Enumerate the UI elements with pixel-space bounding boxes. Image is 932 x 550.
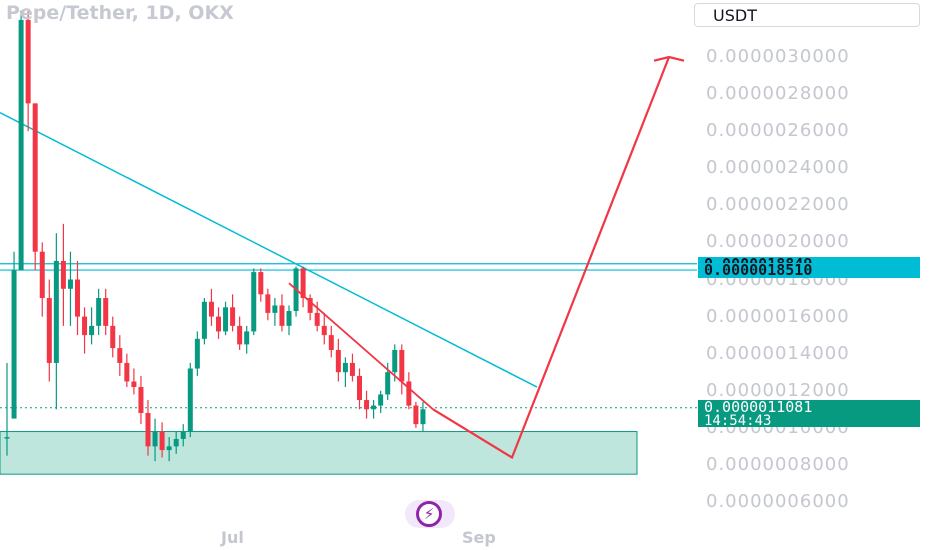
candle-body <box>82 316 88 336</box>
candle-body <box>25 19 31 104</box>
candle-body <box>145 413 151 447</box>
candle-body <box>335 349 341 373</box>
current-price-tag: 0.0000011081 14:54:43 <box>698 398 920 429</box>
candle-body <box>39 251 45 299</box>
candle-body <box>11 270 17 419</box>
candle-body <box>342 362 348 373</box>
candle-body <box>180 431 186 439</box>
chart-title: Pepe/Tether, 1D, OKX <box>6 2 234 24</box>
x-tick-label: Sep <box>462 528 496 547</box>
candle-body <box>201 301 207 339</box>
candle-body <box>349 362 355 376</box>
candle-body <box>237 325 243 345</box>
candle-body <box>272 305 278 313</box>
candle-body <box>96 298 102 326</box>
candle-body <box>110 325 116 349</box>
current-price-value: 0.0000011081 <box>704 398 813 416</box>
candle-body <box>321 325 327 336</box>
y-tick-label: 0.0000016000 <box>706 305 850 327</box>
candle-body <box>60 260 66 289</box>
y-tick-label: 0.0000026000 <box>706 120 850 142</box>
y-tick-label: 0.0000006000 <box>706 491 850 512</box>
candle-body <box>67 279 73 289</box>
candle-body <box>208 301 214 317</box>
y-tick-label: 0.0000030000 <box>706 46 850 67</box>
candle-body <box>152 431 158 447</box>
candle-body <box>117 348 123 363</box>
candle-body <box>216 316 221 332</box>
candle-body <box>357 375 362 401</box>
candle-body <box>364 400 370 410</box>
candle-body <box>103 298 109 326</box>
candle-body <box>32 103 38 252</box>
candle-body <box>173 438 179 447</box>
candle-body <box>279 305 285 326</box>
candle-body <box>75 279 80 317</box>
candle-body <box>258 272 264 295</box>
candle-body <box>138 387 144 413</box>
candle-body <box>89 325 95 336</box>
lightning-icon: ⚡ <box>416 501 442 527</box>
candle-body <box>223 307 229 332</box>
y-tick-label: 0.0000020000 <box>706 231 850 253</box>
candle-body <box>4 437 10 439</box>
candle-body <box>328 335 334 350</box>
currency-selector[interactable]: USDT <box>694 3 920 27</box>
candle-body <box>399 349 405 382</box>
y-tick-label: 0.0000008000 <box>706 453 850 475</box>
projection-arrow <box>432 56 671 460</box>
candle-body <box>18 19 24 271</box>
candle-body <box>307 298 313 313</box>
descending-trendline <box>0 111 538 388</box>
y-tick-label: 0.0000028000 <box>706 83 850 105</box>
candle-body <box>187 368 193 432</box>
candle-body <box>166 446 172 451</box>
candle-body <box>124 362 130 382</box>
candle-body <box>385 372 391 395</box>
candle-body <box>286 311 292 326</box>
x-tick-label: Jul <box>221 528 244 547</box>
level-label-lower: 0.0000018510 <box>698 263 920 279</box>
y-tick-label: 0.0000022000 <box>706 194 850 216</box>
arrow-head <box>653 55 685 62</box>
candle-body <box>314 312 320 326</box>
candle-body <box>131 381 137 388</box>
y-tick-label: 0.0000024000 <box>706 157 850 179</box>
y-tick-label: 0.0000012000 <box>706 379 850 401</box>
candle-body <box>413 405 419 425</box>
support-zone <box>0 431 638 475</box>
candle-body <box>392 349 398 373</box>
replay-button[interactable]: ⚡ <box>405 500 455 528</box>
candle-body <box>194 338 200 369</box>
candle-body <box>265 294 271 313</box>
candle-body <box>53 260 59 363</box>
candle-body <box>251 272 257 332</box>
currency-label: USDT <box>713 6 757 25</box>
y-tick-label: 0.0000014000 <box>706 342 850 364</box>
candle-body <box>230 307 236 326</box>
candle-body <box>371 405 377 410</box>
falling-wedge-line <box>288 282 434 410</box>
candle-body <box>244 331 250 345</box>
candle-body <box>300 268 306 299</box>
candle-body <box>159 431 165 451</box>
candle-body <box>406 381 412 406</box>
candle-body <box>378 394 384 406</box>
bar-countdown: 14:54:43 <box>704 413 772 429</box>
candle-body <box>46 298 52 363</box>
candle-body <box>420 409 426 425</box>
